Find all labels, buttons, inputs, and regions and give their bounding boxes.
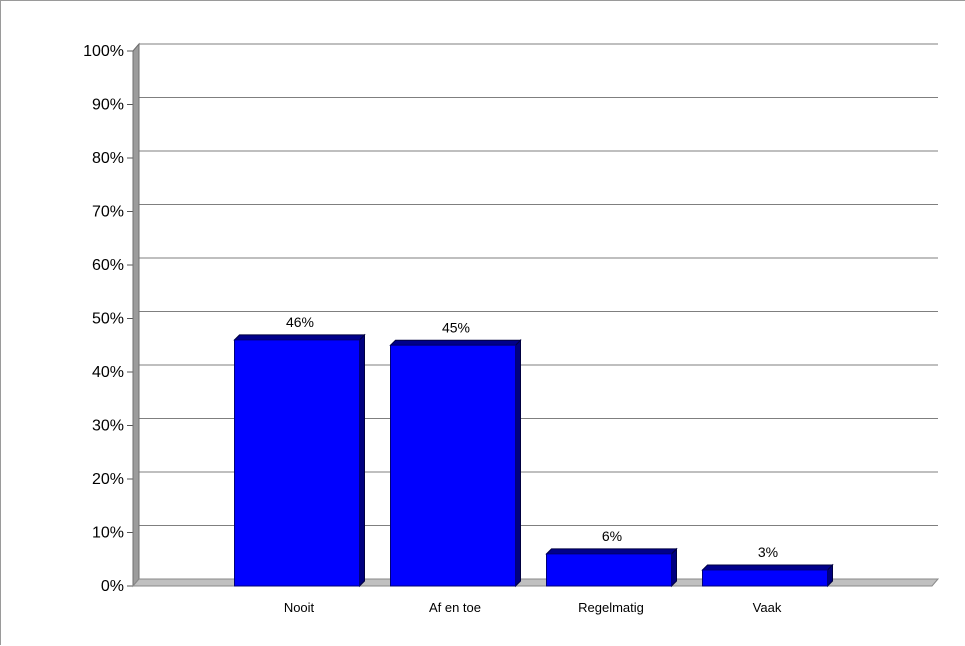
- x-tick-labels: Nooit Af en toe Regelmatig Vaak: [284, 600, 782, 615]
- y-tick-label: 100%: [83, 43, 124, 60]
- bar: [545, 547, 678, 588]
- x-tick-label: Nooit: [284, 600, 315, 615]
- data-label: 6%: [602, 528, 622, 544]
- x-tick-label: Vaak: [753, 600, 782, 615]
- bar-front: [546, 553, 672, 587]
- bar: [701, 563, 834, 588]
- data-label: 46%: [286, 314, 314, 330]
- bar-top: [701, 564, 834, 571]
- y-tick-label: 70%: [92, 204, 124, 221]
- y-tick-label: 30%: [92, 418, 124, 435]
- bar-front: [702, 569, 828, 587]
- y-tick-label: 10%: [92, 525, 124, 542]
- y-axis: [132, 42, 140, 588]
- y-tick-label: 20%: [92, 471, 124, 488]
- data-label: 3%: [758, 544, 778, 560]
- bar-top: [233, 334, 366, 341]
- bar-side: [671, 547, 677, 588]
- y-tick-label: 60%: [92, 257, 124, 274]
- y-tick-label: 80%: [92, 150, 124, 167]
- y-tick-label: 0%: [101, 578, 124, 595]
- bar: [233, 333, 366, 588]
- y-tick-label: 40%: [92, 364, 124, 381]
- x-tick-label: Regelmatig: [578, 600, 644, 615]
- y-tick-labels: 0% 10% 20% 30% 40% 50% 60% 70% 80% 90% 100%: [83, 43, 124, 595]
- bar-side: [359, 333, 365, 588]
- bar-top: [545, 548, 678, 555]
- bar-front: [390, 344, 516, 587]
- data-labels: 46% 45% 6% 3%: [286, 314, 778, 560]
- bars: [233, 333, 834, 588]
- y-axis-wall: [132, 42, 140, 588]
- bar-front: [234, 339, 360, 587]
- y-tick-label: 90%: [92, 97, 124, 114]
- bar-side: [515, 339, 521, 588]
- x-tick-label: Af en toe: [429, 600, 481, 615]
- bar: [389, 339, 522, 588]
- bar-top: [389, 339, 522, 346]
- data-label: 45%: [442, 319, 470, 335]
- y-tick-label: 50%: [92, 311, 124, 328]
